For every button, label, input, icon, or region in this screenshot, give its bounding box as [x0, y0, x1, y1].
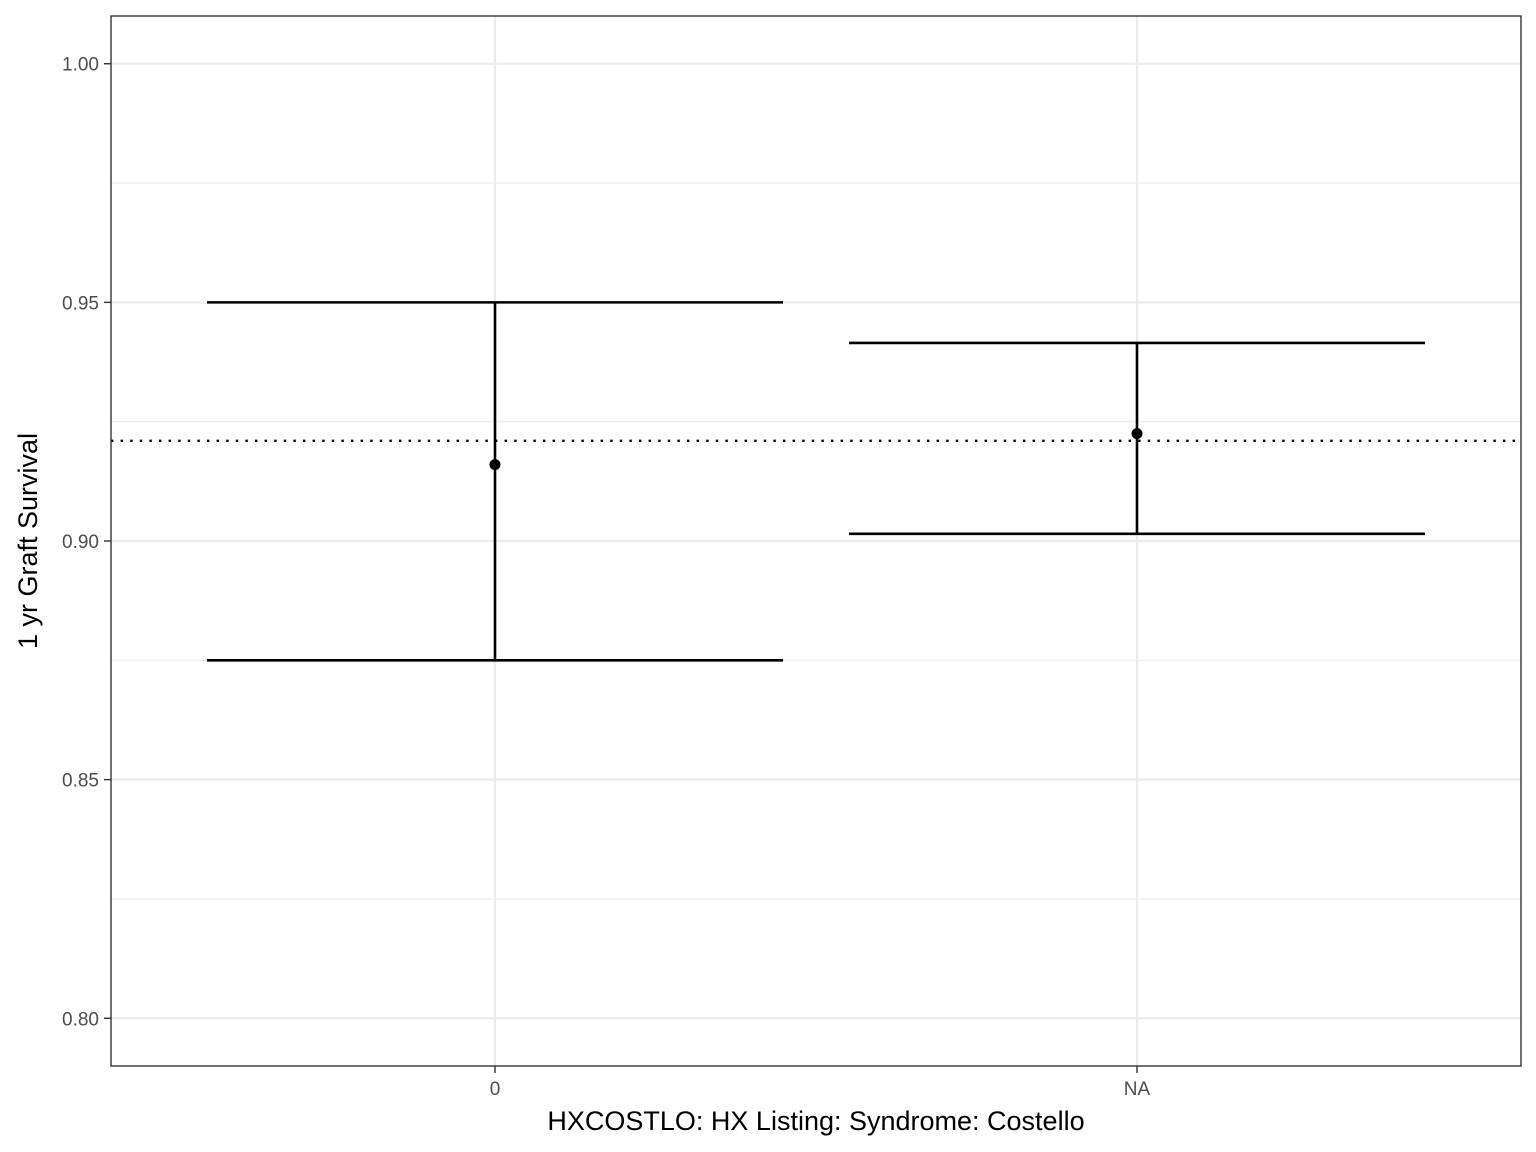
point-estimates	[489, 428, 1143, 471]
y-axis-title: 1 yr Graft Survival	[13, 433, 43, 649]
y-tick-label: 0.85	[62, 771, 99, 792]
y-tick-label: 0.95	[62, 293, 99, 314]
x-axis-ticks: 0 NA	[490, 1066, 1151, 1100]
y-tick-label: 0.90	[62, 532, 99, 553]
y-axis-ticks: 0.80 0.85 0.90 0.95 1.00	[62, 55, 111, 1030]
x-tick-label: NA	[1124, 1079, 1151, 1100]
x-tick-label: 0	[490, 1079, 501, 1100]
point-estimate	[1131, 428, 1143, 440]
x-axis-title: HXCOSTLO: HX Listing: Syndrome: Costello	[547, 1106, 1084, 1136]
y-tick-label: 1.00	[62, 55, 99, 76]
y-tick-label: 0.80	[62, 1009, 99, 1030]
point-estimate	[489, 459, 501, 471]
